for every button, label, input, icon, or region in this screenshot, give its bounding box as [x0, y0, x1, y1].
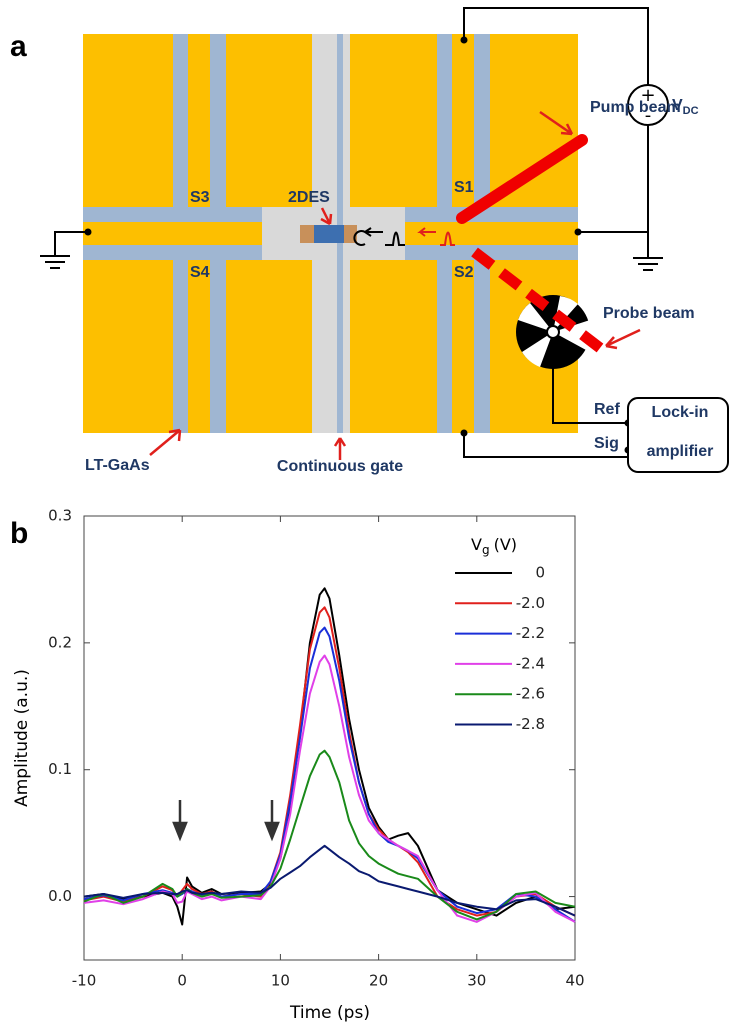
x-axis-label: Time (ps) — [289, 1003, 370, 1023]
node — [460, 36, 468, 44]
input-label: Sig — [594, 435, 619, 452]
x-tick-label: 40 — [565, 972, 584, 990]
panel-label: a — [10, 30, 27, 63]
panel-label: b — [10, 517, 28, 550]
polarity: - — [645, 105, 652, 126]
probe-beam — [468, 245, 604, 353]
x-tick-label: 10 — [271, 972, 290, 990]
contact — [300, 225, 314, 243]
x-tick-label: -10 — [72, 972, 97, 990]
x-tick-label: 20 — [369, 972, 388, 990]
2des — [314, 225, 344, 243]
ground — [40, 255, 663, 271]
chopper-hub — [546, 325, 560, 339]
gate-label: Continuous gate — [277, 458, 403, 475]
polarity: + — [640, 85, 655, 106]
switch-label: S4 — [190, 264, 210, 281]
y-tick-label: 0.1 — [48, 760, 72, 778]
series-line — [83, 844, 576, 917]
source-label: VDC — [672, 97, 699, 117]
plot-frame — [83, 515, 576, 961]
beams — [149, 110, 641, 460]
pulse-arrow — [353, 227, 405, 246]
y-tick-label: 0.3 — [48, 507, 72, 525]
x-tick-label: 0 — [177, 972, 187, 990]
legend-label: -2.6 — [516, 685, 545, 703]
pointer-arrow — [149, 110, 641, 460]
pump-label: Pump beam — [590, 99, 681, 116]
y-tick-label: 0.0 — [48, 887, 72, 905]
pump-beam — [456, 134, 588, 224]
annotation-arrow — [172, 800, 280, 842]
circuit: + - — [40, 7, 729, 473]
series-line — [83, 654, 576, 923]
wire — [54, 7, 649, 458]
switch-label: S3 — [190, 189, 210, 206]
y-axis-label: Amplitude (a.u.) — [12, 669, 32, 807]
node — [574, 228, 582, 236]
legend-label: -2.0 — [516, 594, 545, 612]
probe-label: Probe beam — [603, 305, 695, 322]
legend-label: -2.8 — [516, 715, 545, 733]
y-tick-label: 0.2 — [48, 633, 72, 651]
transmission-line — [83, 222, 262, 245]
node — [460, 429, 468, 437]
switch-label: S2 — [454, 264, 474, 281]
legend-label: 0 — [535, 564, 545, 582]
plot: -10 0 10 20 30 40 0.0 0.1 0.2 0.3 Vg (V) 0 -2.0 -2.2 -2… — [48, 507, 584, 990]
switch-label: S1 — [454, 179, 474, 196]
lock-in-label: Lock-in — [652, 404, 709, 421]
series-line — [83, 626, 576, 923]
node — [84, 228, 92, 236]
device — [83, 34, 578, 433]
x-tick-label: 30 — [467, 972, 486, 990]
legend-label: -2.4 — [516, 654, 545, 672]
pulse-arrow — [417, 227, 455, 246]
series-line — [83, 606, 576, 917]
substrate-label: LT-GaAs — [85, 457, 150, 474]
legend-title: Vg (V) — [471, 535, 517, 557]
source — [627, 84, 669, 126]
device-label: 2DES — [288, 189, 330, 206]
lock-in — [627, 397, 729, 473]
transmission-line — [405, 222, 578, 245]
series-line — [83, 749, 576, 921]
legend-label: -2.2 — [516, 624, 545, 642]
lock-in-label: amplifier — [647, 443, 714, 460]
input-label: Ref — [594, 401, 620, 418]
series-line — [83, 587, 576, 926]
